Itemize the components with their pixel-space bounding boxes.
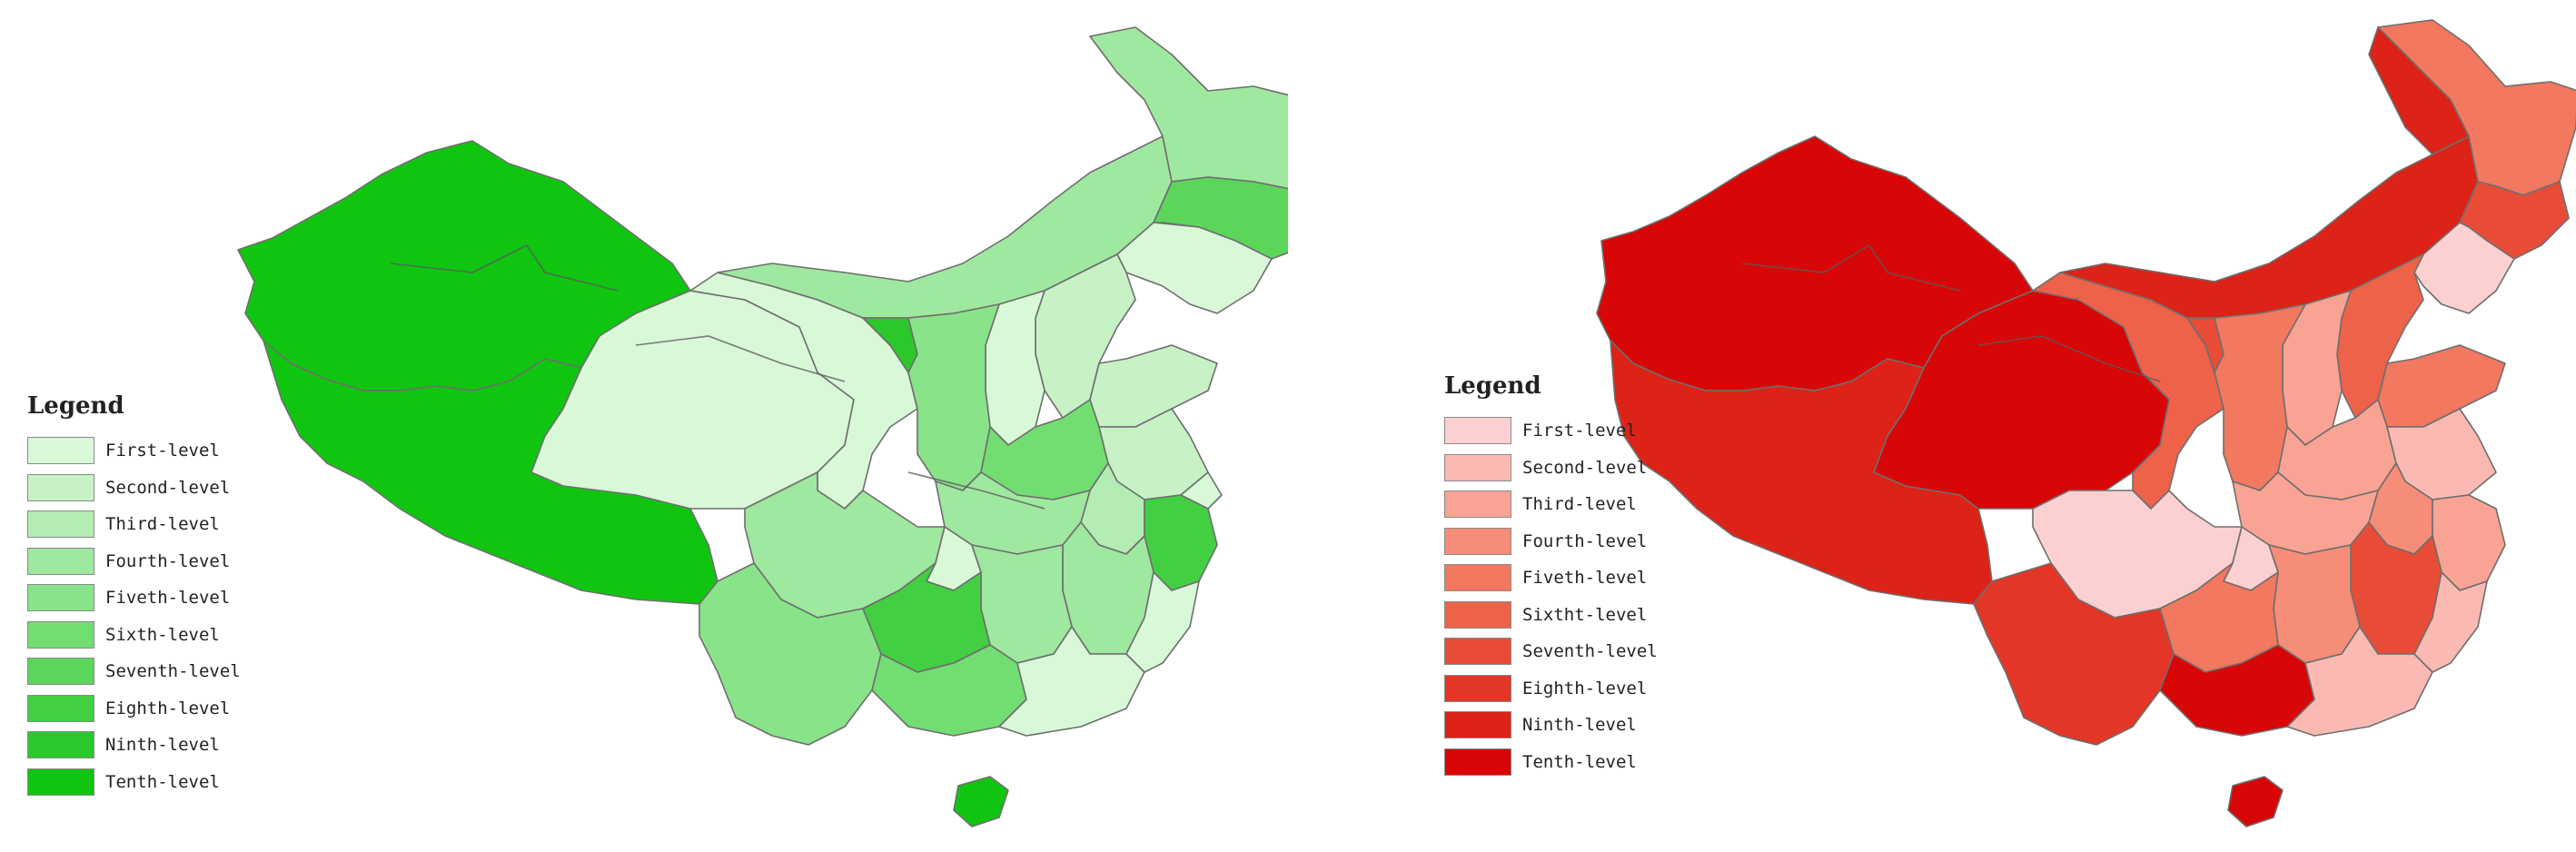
legend-swatch <box>1444 600 1511 629</box>
legend-green: Legend First-level Second-level Third-leve… <box>27 392 241 800</box>
legend-item: Fourth-level <box>27 543 241 580</box>
legend-swatch <box>27 437 94 465</box>
legend-swatch <box>27 768 94 796</box>
legend-item: Seventh-level <box>1444 633 1658 670</box>
legend-swatch <box>27 510 94 539</box>
legend-item: Second-level <box>27 470 241 507</box>
legend-label: Third-level <box>1522 494 1637 515</box>
region-fujian <box>2413 571 2488 673</box>
legend-swatch <box>27 473 94 501</box>
legend-swatch <box>27 658 94 686</box>
legend-label: Tenth-level <box>105 771 220 792</box>
region-heilongjiang-west <box>2368 26 2470 155</box>
region-shanghai <box>1180 471 1223 510</box>
legend-item: Ninth-level <box>27 727 241 764</box>
legend-label: Sixth-level <box>105 624 220 645</box>
region-hunan <box>2268 544 2361 664</box>
legend-rows: First-level Second-level Third-level Fourth… <box>27 432 241 800</box>
legend-label: Fourth-level <box>1522 530 1648 551</box>
legend-item: Fiveth-level <box>1444 560 1658 597</box>
legend-item: Fiveth-level <box>27 580 241 617</box>
legend-swatch <box>1444 674 1511 702</box>
legend-swatch <box>27 547 94 575</box>
legend-label: Third-level <box>105 514 220 535</box>
legend-item: Ninth-level <box>1444 707 1658 744</box>
legend-swatch <box>1444 711 1511 739</box>
legend-label: Ninth-level <box>1522 715 1637 736</box>
legend-label: Second-level <box>105 477 231 498</box>
legend-title: Legend <box>27 392 124 420</box>
region-hainan <box>2227 776 2284 827</box>
map-panel-red <box>1288 0 2576 852</box>
legend-label: Seventh-level <box>105 661 241 682</box>
legend-label: Fiveth-level <box>1522 568 1648 589</box>
boundary-line <box>390 243 619 292</box>
legend-swatch <box>1444 748 1511 776</box>
region-shandong <box>1089 344 1218 428</box>
legend-label: Sixtht-level <box>1522 604 1648 625</box>
legend-swatch <box>27 584 94 612</box>
legend-item: Second-level <box>1444 450 1658 487</box>
legend-swatch <box>1444 417 1511 445</box>
legend-swatch <box>1444 490 1511 519</box>
legend-swatch <box>1444 564 1511 592</box>
legend-rows: First-level Second-level Third-level Fourth… <box>1444 412 1658 780</box>
region-yunnan <box>698 562 882 746</box>
choropleth-map-red <box>1596 19 2576 827</box>
legend-swatch <box>1444 638 1511 666</box>
legend-red: Legend First-level Second-level Third-leve… <box>1444 372 1658 780</box>
legend-label: First-level <box>105 441 220 461</box>
legend-label: Tenth-level <box>1522 751 1637 772</box>
legend-label: Ninth-level <box>105 735 220 756</box>
legend-item: Sixth-level <box>27 617 241 654</box>
legend-item: Sixtht-level <box>1444 597 1658 634</box>
legend-item: Third-level <box>27 506 241 543</box>
legend-label: Eighth-level <box>1522 678 1648 698</box>
legend-item: Tenth-level <box>27 764 241 801</box>
legend-swatch <box>27 694 94 722</box>
legend-label: Eighth-level <box>105 698 231 718</box>
region-guangdong <box>2286 626 2433 737</box>
legend-label: Fiveth-level <box>105 588 231 609</box>
legend-item: Fourth-level <box>1444 523 1658 560</box>
region-fujian <box>1125 571 1200 673</box>
map-panel-green <box>237 26 1288 827</box>
choropleth-map-green <box>237 26 1288 827</box>
legend-label: Second-level <box>1522 457 1648 478</box>
legend-swatch <box>1444 527 1511 555</box>
legend-label: First-level <box>1522 421 1637 441</box>
legend-item: Third-level <box>1444 486 1658 523</box>
legend-swatch <box>27 620 94 649</box>
region-jilin <box>1153 176 1288 260</box>
region-guangdong <box>998 626 1145 737</box>
legend-item: Tenth-level <box>1444 744 1658 781</box>
legend-swatch <box>27 731 94 759</box>
legend-swatch <box>1444 453 1511 481</box>
legend-label: Fourth-level <box>105 550 231 571</box>
region-shandong <box>2377 344 2506 428</box>
legend-item: Seventh-level <box>27 653 241 690</box>
boundary-line <box>907 471 1045 510</box>
region-yunnan <box>1973 562 2175 746</box>
region-heilongjiang <box>1089 26 1288 190</box>
region-hainan <box>953 776 1009 827</box>
legend-label: Seventh-level <box>1522 641 1658 662</box>
boundary-line <box>1741 243 1961 292</box>
boundary-line <box>1977 335 2161 382</box>
boundary-line <box>635 335 846 382</box>
legend-item: First-level <box>27 432 241 470</box>
legend-item: First-level <box>1444 412 1658 450</box>
legend-title: Legend <box>1444 372 1541 400</box>
legend-item: Eighth-level <box>27 690 241 728</box>
legend-item: Eighth-level <box>1444 670 1658 708</box>
